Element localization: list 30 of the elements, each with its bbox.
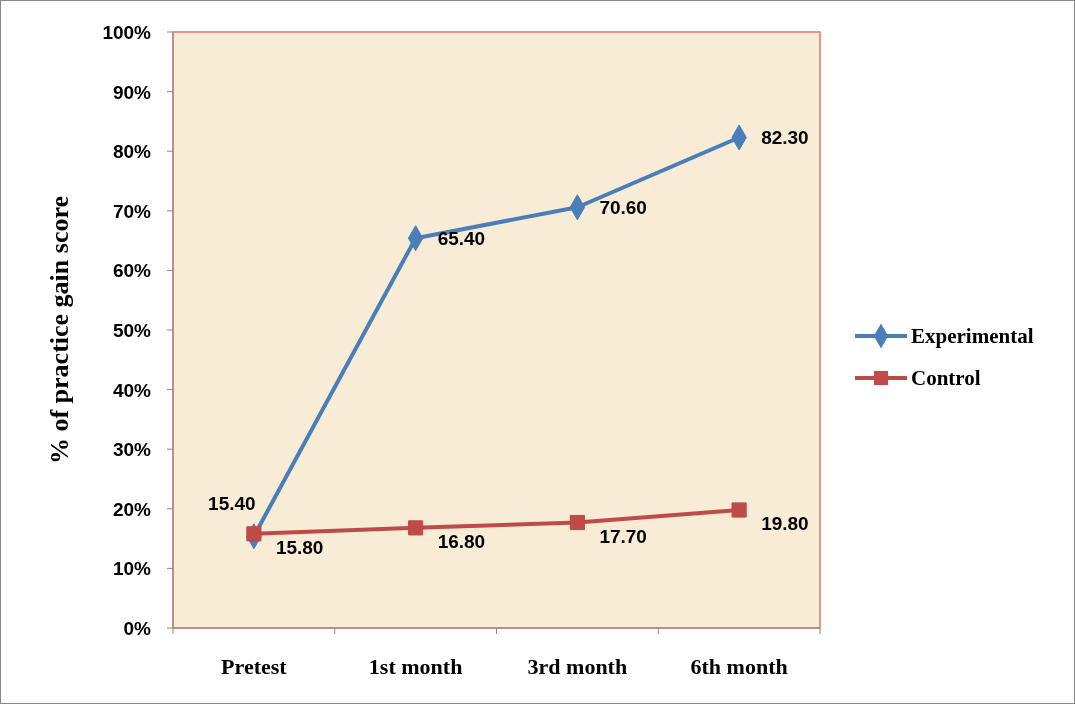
y-tick-label: 10% xyxy=(112,558,152,580)
x-tick-label: 3rd month xyxy=(527,654,628,679)
x-tick-label: 1st month xyxy=(368,654,463,679)
data-label: 70.60 xyxy=(599,197,647,219)
point xyxy=(731,502,747,518)
point xyxy=(246,526,262,542)
legend-label: Experimental xyxy=(911,324,1034,348)
data-label: 15.80 xyxy=(275,536,324,558)
y-axis-title: % of practice gain score xyxy=(45,195,74,465)
y-tick-label: 60% xyxy=(112,260,152,282)
data-label: 16.80 xyxy=(437,530,486,552)
y-tick-label: 50% xyxy=(112,320,152,341)
y-tick-label: 70% xyxy=(112,200,152,222)
data-label: 19.80 xyxy=(761,512,809,534)
y-tick-label: 0% xyxy=(123,618,152,639)
y-tick-label: 80% xyxy=(112,141,152,163)
data-label: 15.40 xyxy=(208,493,256,515)
y-tick-label: 90% xyxy=(112,81,152,103)
y-tick-label: 20% xyxy=(112,498,152,520)
point xyxy=(408,520,424,536)
y-tick-label: 100% xyxy=(102,22,152,43)
x-tick-label: 6th month xyxy=(690,654,788,679)
point xyxy=(569,514,585,531)
x-tick-label: Pretest xyxy=(221,654,288,679)
data-label: 82.30 xyxy=(761,127,809,149)
y-tick-label: 40% xyxy=(112,379,152,401)
y-tick-label: 30% xyxy=(112,439,152,461)
data-label: 65.40 xyxy=(437,228,486,250)
legend-label: Control xyxy=(911,366,981,390)
data-label: 17.70 xyxy=(599,525,647,547)
